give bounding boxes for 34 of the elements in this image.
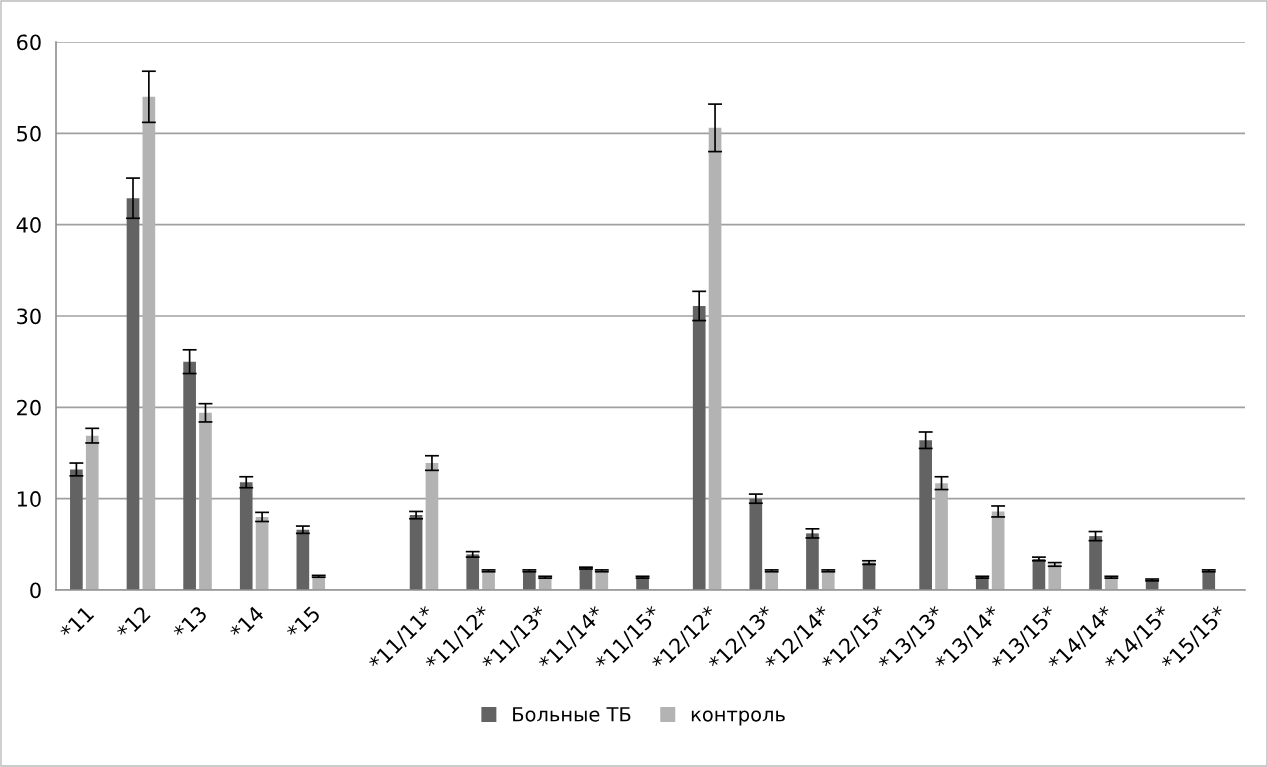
y-tick-label: 10 — [17, 491, 41, 507]
bar — [199, 412, 212, 590]
bar — [85, 435, 99, 590]
y-tick-label: 20 — [17, 399, 41, 416]
bar — [70, 469, 83, 590]
x-tick-label: *14 — [228, 604, 265, 641]
bar — [183, 361, 196, 590]
bar — [935, 483, 948, 590]
bar — [255, 516, 269, 590]
x-tick-label: *13 — [172, 605, 208, 641]
bar — [991, 511, 1005, 590]
x-tick-label: *11 — [58, 605, 95, 641]
bar — [239, 482, 253, 590]
bar — [1089, 536, 1102, 590]
bar — [409, 515, 423, 590]
legend-label: Больные ТБ — [513, 707, 631, 722]
bar — [708, 127, 722, 590]
bar — [749, 498, 763, 590]
bar — [806, 533, 819, 590]
bar — [296, 529, 310, 590]
legend-label: контроль — [691, 710, 785, 726]
y-tick-label: 50 — [17, 125, 41, 142]
y-tick-label: 0 — [30, 582, 41, 599]
x-tick-label: *15 — [285, 605, 321, 641]
y-tick-label: 60 — [17, 34, 41, 51]
x-tick-label: *12 — [115, 605, 151, 641]
y-tick-label: 40 — [16, 217, 41, 233]
bar — [126, 198, 140, 590]
bar — [425, 463, 439, 590]
bar — [466, 554, 480, 590]
bar — [142, 96, 156, 590]
bar — [692, 305, 706, 590]
bar — [919, 440, 933, 590]
y-tick-label: 30 — [17, 308, 41, 325]
